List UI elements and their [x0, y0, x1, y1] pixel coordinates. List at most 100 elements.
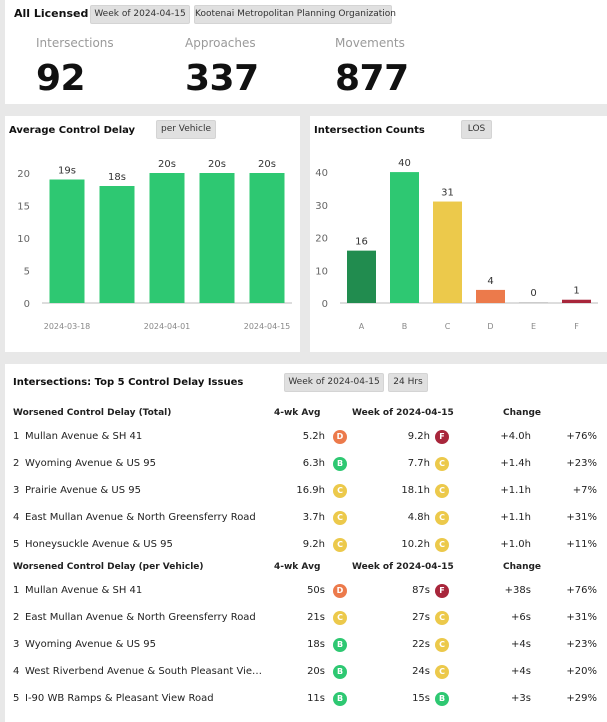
row-rank: 1	[13, 585, 20, 596]
count-x-tick-label: D	[487, 322, 493, 331]
delay-data-label: 18s	[108, 172, 126, 183]
intersection-name: Wyoming Avenue & US 95	[25, 458, 157, 469]
los-badge: F	[435, 584, 449, 598]
los-badge: C	[333, 611, 347, 625]
table-row[interactable]: 5 Honeysuckle Avenue & US 95 9.2h C 10.2h C +1…	[5, 537, 607, 555]
count-bar[interactable]	[390, 172, 419, 303]
column-header-week: Week of 2024-04-15	[352, 408, 454, 418]
los-badge: C	[333, 511, 347, 525]
count-x-tick-label: B	[402, 322, 408, 331]
average-control-delay-panel: Average Control Delay per Vehicle 0 5 10 15…	[5, 116, 300, 352]
row-rank: 5	[13, 693, 20, 704]
count-x-tick-label: A	[359, 322, 365, 331]
delay-chart: 0 5 10 15 20 19s 2024-03-18 18s 20s 2024-04-01 20s…	[17, 159, 292, 331]
delay-data-label: 20s	[158, 159, 176, 170]
change-percent: +31%	[566, 612, 597, 623]
column-header-change: Change	[503, 408, 542, 418]
count-data-label: 0	[530, 288, 536, 299]
table-row[interactable]: 1 Mullan Avenue & SH 41 50s D 87s F +38s +76%	[5, 583, 607, 601]
los-badge: C	[333, 484, 347, 498]
approaches-label: Approaches	[185, 36, 256, 50]
delay-bar[interactable]	[199, 173, 235, 303]
table-row[interactable]: 4 West Riverbend Avenue & South Pleasant …	[5, 664, 607, 682]
los-badge: C	[435, 538, 449, 552]
table-row[interactable]: 3 Prairie Avenue & US 95 16.9h C 18.1h C +1.1h…	[5, 483, 607, 501]
movements-label: Movements	[335, 36, 405, 50]
delay-bar[interactable]	[149, 173, 185, 303]
count-bar[interactable]	[562, 299, 591, 303]
delay-bar[interactable]	[249, 173, 285, 303]
intersection-name: West Riverbend Avenue & South Pleasant V…	[25, 666, 265, 677]
los-badge: B	[333, 638, 347, 652]
four-week-avg-value: 16.9h	[296, 485, 325, 496]
delay-y-tick-label: 0	[24, 299, 30, 310]
count-data-label: 16	[355, 237, 368, 248]
count-data-label: 40	[398, 158, 411, 169]
count-data-label: 4	[487, 276, 493, 287]
los-badge: B	[333, 457, 347, 471]
week-value: 10.2h	[401, 539, 430, 550]
four-week-avg-value: 50s	[307, 585, 325, 596]
count-bar[interactable]	[519, 302, 548, 303]
row-rank: 3	[13, 639, 20, 650]
delay-data-label: 20s	[258, 159, 276, 170]
intersection-name: East Mullan Avenue & North Greensferry R…	[25, 512, 256, 523]
row-rank: 5	[13, 539, 20, 550]
four-week-avg-value: 3.7h	[302, 512, 325, 523]
delay-y-tick-label: 5	[24, 267, 30, 278]
approaches-value: 337	[185, 58, 259, 99]
issues-title: Intersections: Top 5 Control Delay Issue…	[13, 377, 244, 388]
intersections-label: Intersections	[36, 36, 114, 50]
week-filter-chip[interactable]: Week of 2024-04-15	[90, 5, 190, 24]
count-bar[interactable]	[347, 250, 376, 303]
week-value: 9.2h	[407, 431, 430, 442]
count-bar[interactable]	[433, 201, 462, 303]
table-row[interactable]: 4 East Mullan Avenue & North Greensferry …	[5, 510, 607, 528]
four-week-avg-value: 11s	[307, 693, 325, 704]
delay-y-tick-label: 20	[17, 169, 30, 180]
delay-bar[interactable]	[99, 186, 135, 303]
table-row[interactable]: 1 Mullan Avenue & SH 41 5.2h D 9.2h F +4.0h +76…	[5, 429, 607, 447]
los-badge: D	[333, 430, 347, 444]
count-x-tick-label: E	[531, 322, 536, 331]
issues-period-chip[interactable]: 24 Hrs	[388, 373, 428, 392]
count-y-tick-label: 10	[315, 266, 328, 277]
column-header-4wk-avg: 4-wk Avg	[274, 408, 321, 418]
summary-title: All Licensed	[14, 7, 89, 20]
delay-data-label: 19s	[58, 166, 76, 177]
counts-chart: 0 10 20 30 40 16 A 40 B 31 C 4 D 0 E 1 F	[315, 158, 598, 331]
change-value: +38s	[504, 585, 531, 596]
los-badge: C	[435, 457, 449, 471]
four-week-avg-value: 5.2h	[302, 431, 325, 442]
count-x-tick-label: C	[445, 322, 451, 331]
per-vehicle-chip[interactable]: per Vehicle	[156, 120, 216, 139]
count-y-tick-label: 40	[315, 168, 328, 179]
los-badge: D	[333, 584, 347, 598]
los-chip[interactable]: LOS	[461, 120, 492, 139]
four-week-avg-value: 20s	[307, 666, 325, 677]
intersections-value: 92	[36, 58, 86, 99]
section-title: Worsened Control Delay (Total)	[13, 408, 172, 418]
change-percent: +29%	[566, 693, 597, 704]
issues-week-chip[interactable]: Week of 2024-04-15	[284, 373, 384, 392]
los-badge: C	[435, 484, 449, 498]
count-bar[interactable]	[476, 289, 505, 303]
table-row[interactable]: 5 I-90 WB Ramps & Pleasant View Road 11s B 1…	[5, 691, 607, 709]
row-rank: 4	[13, 666, 20, 677]
change-value: +3s	[511, 693, 531, 704]
delay-bar[interactable]	[49, 179, 85, 304]
table-row[interactable]: 2 East Mullan Avenue & North Greensferry …	[5, 610, 607, 628]
count-data-label: 1	[573, 286, 579, 297]
section-header: Worsened Control Delay (Total) 4-wk Avg We…	[5, 408, 607, 424]
table-row[interactable]: 2 Wyoming Avenue & US 95 6.3h B 7.7h C +1.4h +2…	[5, 456, 607, 474]
column-header-4wk-avg: 4-wk Avg	[274, 562, 321, 572]
los-badge: C	[435, 511, 449, 525]
organization-filter-chip[interactable]: Kootenai Metropolitan Planning Organizat…	[194, 5, 396, 24]
table-row[interactable]: 3 Wyoming Avenue & US 95 18s B 22s C +4s +23%	[5, 637, 607, 655]
week-value: 15s	[412, 693, 430, 704]
week-value: 87s	[412, 585, 430, 596]
row-rank: 1	[13, 431, 20, 442]
delay-y-tick-label: 10	[17, 234, 30, 245]
count-x-tick-label: F	[574, 322, 579, 331]
row-rank: 2	[13, 458, 20, 469]
